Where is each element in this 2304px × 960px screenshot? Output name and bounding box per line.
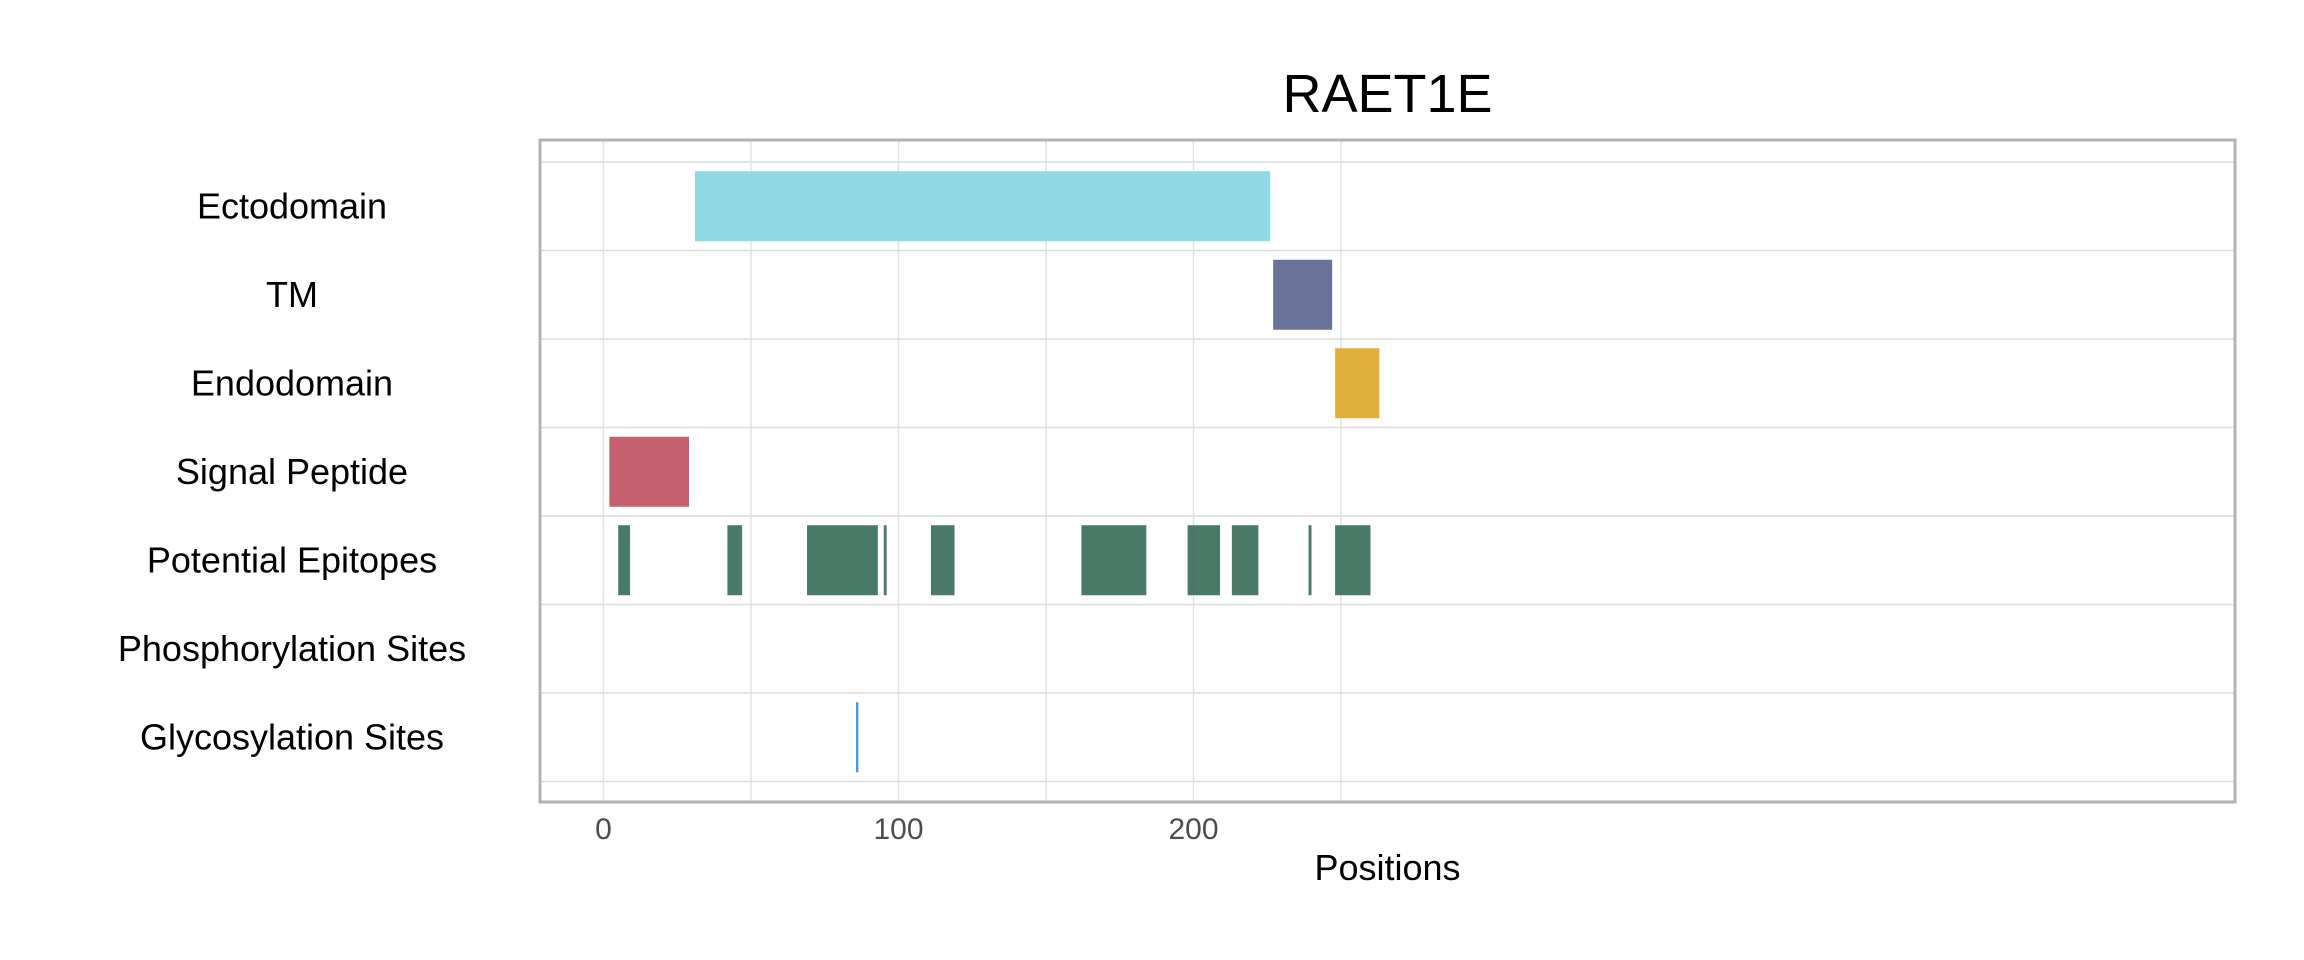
y-label-ectodomain: Ectodomain [197,185,387,226]
feature-bar-potential-epitopes [930,525,955,596]
feature-bar-glycosylation-sites [856,702,859,773]
y-label-phosphorylation-sites: Phosphorylation Sites [118,628,466,669]
feature-bar-potential-epitopes [1187,525,1221,596]
feature-bars [609,171,1380,773]
feature-bar-potential-epitopes [1081,525,1147,596]
y-label-tm: TM [266,274,318,315]
x-tick-label: 200 [1168,813,1218,846]
feature-bar-endodomain [1335,348,1380,419]
x-tick-label: 0 [595,813,612,846]
panel-border [538,138,2237,804]
feature-bar-signal-peptide [609,436,690,507]
y-label-glycosylation-sites: Glycosylation Sites [140,716,444,757]
feature-bar-ectodomain [694,171,1271,242]
feature-bar-potential-epitopes [807,525,878,596]
feature-bar-potential-epitopes [1231,525,1259,596]
feature-bar-potential-epitopes [1308,525,1312,596]
y-axis-labels: Ectodomain TM Endodomain Signal Peptide Pote… [118,185,466,757]
gridlines [540,140,2235,802]
y-label-endodomain: Endodomain [191,362,393,403]
x-axis-label: Positions [1314,847,1460,888]
x-tick-label: 100 [873,813,923,846]
y-label-signal-peptide: Signal Peptide [176,451,408,492]
feature-bar-potential-epitopes [618,525,631,596]
feature-bar-potential-epitopes [1335,525,1371,596]
feature-bar-potential-epitopes [727,525,743,596]
chart-title: RAET1E [1282,64,1492,124]
feature-bar-tm [1273,259,1333,330]
x-axis-ticks: 0 100 200 [595,813,1218,846]
feature-bar-potential-epitopes [883,525,887,596]
y-label-potential-epitopes: Potential Epitopes [147,539,437,580]
